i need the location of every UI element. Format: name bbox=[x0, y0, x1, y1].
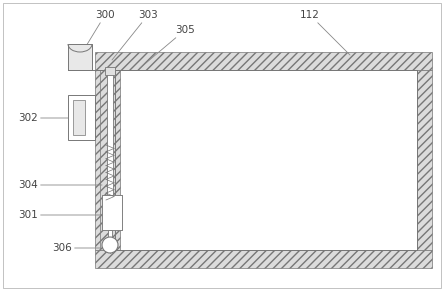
Text: 306: 306 bbox=[52, 243, 100, 253]
Bar bbox=[100, 70, 120, 250]
Bar bbox=[95, 250, 432, 268]
Text: 300: 300 bbox=[80, 10, 115, 56]
Text: 301: 301 bbox=[18, 210, 102, 220]
Bar bbox=[107, 72, 113, 195]
Text: 302: 302 bbox=[18, 113, 68, 123]
Bar bbox=[95, 52, 432, 70]
Bar bbox=[108, 230, 112, 245]
Text: 304: 304 bbox=[18, 180, 102, 190]
Text: 305: 305 bbox=[140, 25, 195, 68]
Bar bbox=[117, 195, 122, 230]
Bar bbox=[115, 70, 417, 250]
Bar bbox=[102, 195, 122, 230]
Text: 112: 112 bbox=[300, 10, 350, 55]
Bar bbox=[95, 70, 115, 250]
Bar bbox=[68, 44, 92, 70]
Bar bbox=[73, 100, 85, 135]
Bar bbox=[417, 70, 432, 250]
Bar bbox=[105, 67, 115, 75]
Circle shape bbox=[102, 237, 118, 253]
Bar bbox=[102, 195, 107, 230]
Bar bbox=[68, 95, 95, 140]
Text: 303: 303 bbox=[112, 10, 158, 60]
